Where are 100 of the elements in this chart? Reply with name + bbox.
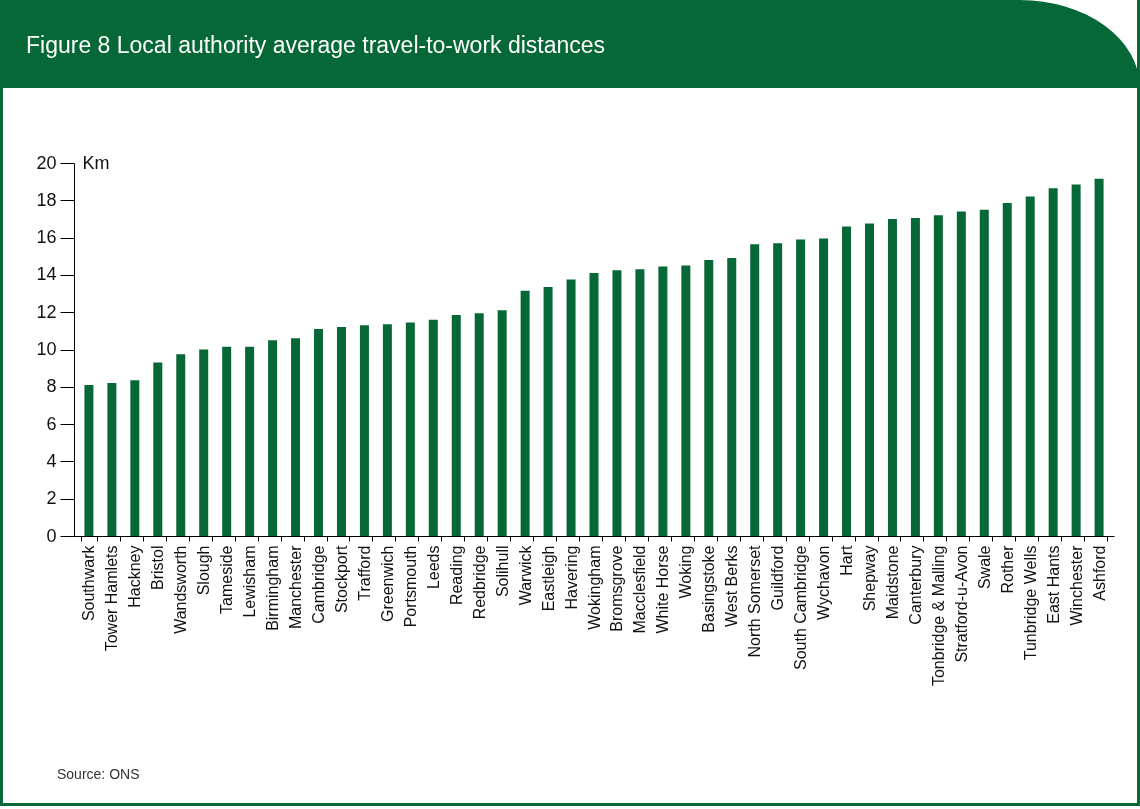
bar: [428, 319, 438, 536]
x-tick-label: Wychavon: [815, 545, 833, 621]
x-tick-label: Redbridge: [470, 545, 488, 620]
bar: [566, 279, 576, 536]
bar: [543, 287, 553, 536]
bar: [658, 266, 668, 536]
bar: [314, 328, 323, 536]
x-tick-label: Guildford: [769, 545, 787, 611]
bar: [887, 218, 897, 536]
bar: [819, 238, 829, 536]
y-tick-label: 2: [46, 488, 57, 509]
y-tick-label: 8: [46, 376, 57, 397]
bar: [589, 273, 599, 536]
x-tick-label: Solihull: [493, 545, 511, 598]
y-tick-label: 12: [36, 301, 57, 322]
x-tick-label: Hackney: [126, 545, 144, 608]
x-tick-label: North Somerset: [746, 544, 764, 658]
x-tick-label: Leeds: [424, 545, 442, 590]
bar: [1002, 203, 1012, 536]
bar: [291, 338, 301, 536]
x-tick-label: Bromsgrove: [608, 545, 626, 632]
x-tick-label: Rother: [998, 544, 1016, 594]
x-tick-label: Trafford: [355, 545, 373, 601]
bar: [1025, 196, 1035, 536]
bar: [84, 384, 94, 536]
x-tick-label: Wokingham: [585, 545, 603, 630]
x-tick-label: Stockport: [332, 544, 350, 614]
x-tick-label: Havering: [562, 545, 580, 610]
x-tick-label: Wandsworth: [172, 545, 190, 634]
bar: [199, 349, 209, 536]
x-tick-label: West Berks: [723, 545, 741, 627]
bar: [153, 362, 163, 536]
x-tick-label: Bristol: [149, 545, 167, 590]
x-tick-label: Winchester: [1067, 544, 1085, 626]
y-axis-title: Km: [82, 152, 110, 173]
x-tick-label: Woking: [677, 545, 695, 599]
bar: [474, 313, 484, 536]
bar: [222, 346, 232, 536]
x-tick-label: Cambridge: [310, 545, 327, 624]
bar: [842, 226, 852, 536]
x-tick-label: Canterbury: [906, 545, 924, 625]
x-tick-label: Shepway: [861, 545, 878, 612]
bar: [130, 380, 140, 536]
bar: [956, 211, 966, 536]
source-note: Source: ONS: [57, 766, 140, 782]
x-tick-label: Stratford-u-Avon: [952, 545, 970, 663]
bar: [727, 258, 737, 536]
bar: [704, 259, 714, 536]
y-tick-label: 14: [36, 264, 57, 285]
bar: [933, 215, 943, 536]
bar: [176, 354, 186, 536]
bar: [520, 290, 530, 536]
x-tick-label: Portsmouth: [401, 545, 419, 628]
x-tick-label: Manchester: [287, 544, 305, 630]
x-tick-label: Reading: [447, 545, 465, 606]
x-tick-label: Slough: [195, 545, 213, 596]
bar: [1094, 178, 1104, 536]
bar: [635, 269, 645, 536]
x-tick-label: Warwick: [516, 544, 534, 606]
x-tick-label: Southwark: [80, 544, 98, 622]
y-tick-label: 16: [36, 227, 57, 248]
x-tick-label: Tunbridge Wells: [1021, 545, 1039, 661]
bar: [612, 270, 622, 536]
x-tick-label: South Cambridge: [792, 545, 810, 671]
x-tick-label: Eastleigh: [539, 545, 557, 612]
chart-title: Figure 8 Local authority average travel-to-work distances: [0, 0, 1140, 88]
bar: [359, 325, 369, 536]
x-tick-label: East Hants: [1044, 545, 1062, 624]
bar: [336, 327, 346, 536]
x-tick-label: Hart: [838, 544, 856, 576]
bar: [497, 310, 507, 536]
x-tick-label: Tower Hamlets: [103, 545, 121, 652]
x-tick-label: Greenwich: [378, 545, 396, 622]
x-tick-label: Lewisham: [241, 545, 259, 618]
y-tick-label: 10: [36, 339, 57, 359]
bar: [979, 209, 989, 536]
y-tick-label: 20: [36, 152, 57, 173]
bar: [910, 218, 920, 536]
x-tick-label: Macclesfield: [631, 545, 649, 634]
y-tick-label: 18: [36, 189, 57, 210]
bar: [382, 324, 392, 536]
bar: [750, 244, 760, 536]
bar: [1071, 184, 1081, 536]
bar: [681, 265, 691, 536]
x-tick-label: Tameside: [218, 545, 236, 614]
bar: [773, 243, 783, 536]
x-tick-label: Basingstoke: [700, 545, 718, 633]
x-tick-label: White Horse: [654, 545, 672, 634]
bar: [865, 223, 874, 536]
x-tick-label: Tonbridge & Malling: [929, 545, 947, 687]
x-tick-label: Ashford: [1090, 545, 1108, 601]
bar: [107, 383, 117, 536]
bar: [451, 315, 461, 536]
bar: [796, 239, 806, 536]
x-tick-label: Maidstone: [883, 545, 901, 620]
y-tick-label: 0: [46, 525, 57, 546]
y-tick-label: 6: [46, 413, 57, 434]
x-tick-label: Birmingham: [264, 545, 282, 631]
bar: [268, 340, 278, 536]
bar: [1048, 188, 1058, 536]
